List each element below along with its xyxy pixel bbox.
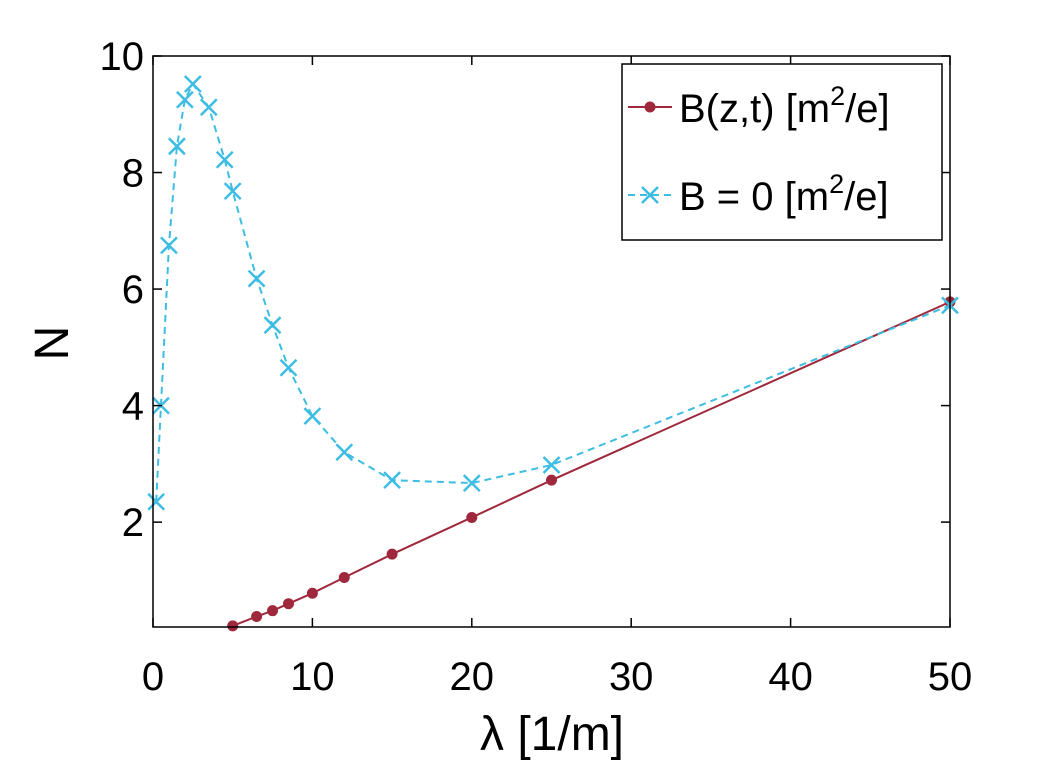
data-point bbox=[279, 358, 298, 377]
data-point bbox=[466, 511, 478, 523]
data-point bbox=[160, 236, 178, 255]
data-point bbox=[303, 407, 322, 425]
data-point bbox=[251, 611, 263, 623]
data-point bbox=[386, 548, 398, 560]
data-point bbox=[335, 443, 354, 462]
data-point bbox=[546, 474, 557, 486]
series-2 bbox=[147, 75, 959, 511]
y-tick-label: 10 bbox=[100, 35, 145, 79]
legend-marker bbox=[641, 186, 659, 204]
data-point bbox=[168, 137, 186, 156]
legend-box bbox=[621, 63, 943, 241]
y-tick-label: 8 bbox=[122, 152, 144, 196]
x-tick-label: 20 bbox=[450, 655, 495, 699]
legend-label: B(z,t) [m2/e] bbox=[679, 81, 890, 131]
data-point bbox=[223, 182, 242, 201]
series-1 bbox=[227, 296, 956, 632]
data-point bbox=[175, 90, 194, 109]
legend-marker bbox=[644, 101, 656, 113]
plot-marks bbox=[147, 75, 959, 632]
data-point bbox=[462, 474, 481, 492]
data-point bbox=[306, 587, 318, 599]
data-point bbox=[338, 571, 350, 583]
data-point bbox=[542, 456, 561, 474]
legend: B(z,t) [m2/e] B = 0 [m2/e] bbox=[621, 63, 943, 241]
data-point bbox=[227, 620, 239, 632]
y-axis-title: N bbox=[26, 326, 79, 361]
axes-box bbox=[152, 55, 951, 628]
series-line bbox=[155, 82, 951, 502]
x-tick-label: 10 bbox=[290, 655, 335, 699]
data-point bbox=[215, 150, 234, 169]
axes-frame bbox=[152, 55, 951, 628]
y-tick-label: 6 bbox=[122, 268, 144, 312]
data-point bbox=[199, 98, 218, 117]
y-tick-label: 2 bbox=[122, 501, 144, 545]
x-tick-label: 50 bbox=[928, 655, 973, 699]
data-point bbox=[147, 492, 166, 511]
data-point bbox=[282, 598, 294, 610]
x-tick-label: 0 bbox=[142, 655, 164, 699]
x-tick-label: 40 bbox=[768, 655, 813, 699]
data-point bbox=[383, 471, 401, 490]
data-point bbox=[247, 269, 266, 288]
series-line bbox=[232, 300, 951, 627]
data-point bbox=[183, 75, 202, 93]
y-tick-label: 4 bbox=[122, 385, 144, 429]
y-axis-ticks: 2 4 6 8 10 bbox=[100, 35, 950, 545]
x-axis-title: λ [1/m] bbox=[480, 708, 624, 761]
data-point bbox=[267, 605, 279, 617]
data-point bbox=[263, 316, 282, 335]
legend-label: B = 0 [m2/e] bbox=[679, 169, 889, 219]
x-axis-ticks: 0 10 20 30 40 50 bbox=[142, 56, 972, 699]
x-tick-label: 30 bbox=[609, 655, 654, 699]
